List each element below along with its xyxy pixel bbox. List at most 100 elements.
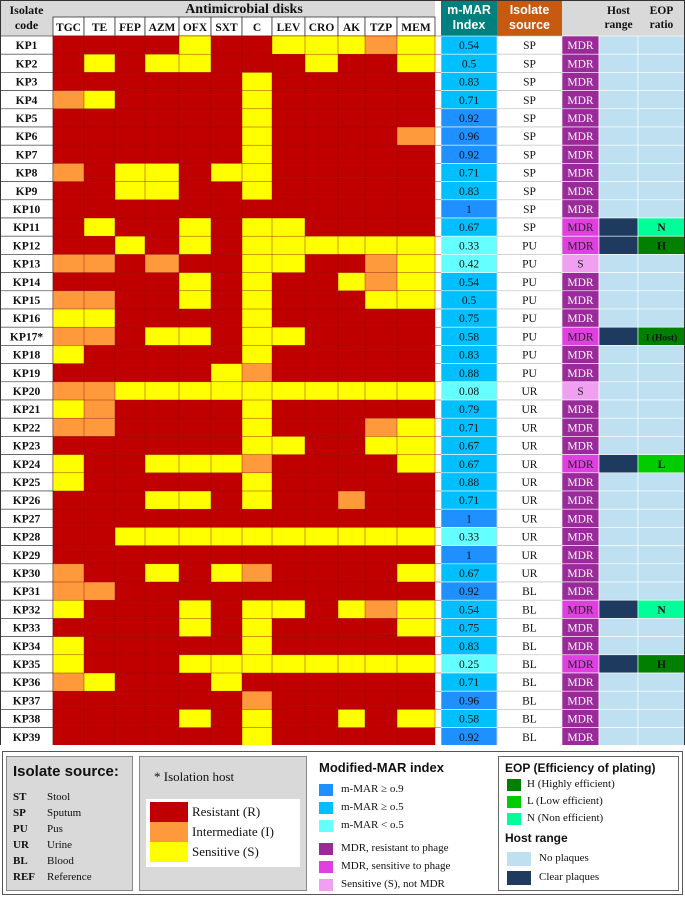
legend-source-pu: PU Pus <box>13 823 63 835</box>
status-value: MDR <box>567 677 594 689</box>
mmar-value: 0.92 <box>459 149 479 161</box>
resistance-cell <box>397 727 435 745</box>
isolate-code: KP16 <box>13 313 41 325</box>
isolate-code: KP27 <box>13 513 41 525</box>
resistance-cell <box>365 345 397 364</box>
resistance-cell <box>242 54 272 73</box>
mmar-value: 0.08 <box>459 386 479 398</box>
resistance-cell <box>211 454 242 473</box>
resistance-cell <box>115 345 145 364</box>
legend-source-bl: BL Blood <box>13 855 74 867</box>
mmar-value: 0.33 <box>459 532 479 544</box>
resistance-cell <box>53 491 84 510</box>
resistance-cell <box>242 436 272 455</box>
resistance-cell <box>84 36 115 55</box>
isolate-code: KP28 <box>13 532 41 544</box>
resistance-cell <box>242 691 272 710</box>
mmar-value: 0.96 <box>459 131 479 143</box>
header-status-cell <box>562 0 599 36</box>
status-value: MDR <box>567 113 594 125</box>
header-isolate-source-label: Isolate <box>510 3 550 17</box>
resistance-cell <box>179 290 211 309</box>
resistance-cell <box>397 509 435 528</box>
resistance-cell <box>365 181 397 200</box>
resistance-cell <box>242 381 272 400</box>
resistance-cell <box>242 709 272 728</box>
source-value: UR <box>522 532 538 544</box>
resistance-cell <box>145 582 179 601</box>
resistance-cell <box>242 236 272 255</box>
resistance-cell <box>272 108 305 127</box>
resistance-cell <box>145 436 179 455</box>
legend-clear-plaques-label: Clear plaques <box>539 871 600 883</box>
source-value: UR <box>522 422 538 434</box>
legend-source-abbr: SP <box>13 807 26 819</box>
resistance-cell <box>272 727 305 745</box>
eop-cell <box>637 690 685 710</box>
resistance-cell <box>179 709 211 728</box>
legend-mmar-lo-swatch <box>319 820 333 832</box>
resistance-cell <box>305 509 338 528</box>
resistance-cell <box>145 327 179 346</box>
resistance-cell <box>211 254 242 273</box>
isolate-code: KP6 <box>16 131 38 143</box>
resistance-cell <box>84 527 115 546</box>
resistance-cell <box>338 545 365 564</box>
resistance-cell <box>397 400 435 419</box>
isolate-code: KP5 <box>16 113 38 125</box>
resistance-cell <box>145 290 179 309</box>
resistance-cell <box>338 254 365 273</box>
isolate-code: KP14 <box>13 277 41 289</box>
resistance-cell <box>145 491 179 510</box>
resistance-cell <box>338 199 365 218</box>
host-range-cell <box>598 199 639 219</box>
legend-source-name: Blood <box>47 855 74 867</box>
resistance-cell <box>338 72 365 91</box>
resistance-cell <box>145 54 179 73</box>
status-value: MDR <box>567 568 594 580</box>
resistance-cell <box>305 218 338 237</box>
eop-cell <box>637 181 685 201</box>
resistance-cell <box>211 54 242 73</box>
status-value: MDR <box>567 77 594 89</box>
resistance-cell <box>115 491 145 510</box>
status-value: MDR <box>567 714 594 726</box>
legend-sensitive-label: Sensitive (S) <box>192 844 259 859</box>
resistance-cell <box>305 582 338 601</box>
resistance-cell <box>305 727 338 745</box>
status-value: MDR <box>567 131 594 143</box>
mmar-value: 0.67 <box>459 459 479 471</box>
eop-cell <box>637 527 685 546</box>
resistance-cell <box>338 563 365 582</box>
resistance-cell <box>115 236 145 255</box>
resistance-cell <box>179 90 211 109</box>
resistance-cell <box>145 199 179 218</box>
resistance-cell <box>53 600 84 619</box>
resistance-cell <box>305 90 338 109</box>
resistance-cell <box>272 236 305 255</box>
resistance-cell <box>242 181 272 200</box>
resistance-cell <box>242 582 272 601</box>
resistance-cell <box>53 673 84 692</box>
resistance-cell <box>179 545 211 564</box>
resistance-cell <box>53 563 84 582</box>
resistance-cell <box>145 218 179 237</box>
host-range-cell <box>598 326 639 346</box>
drug-header-mem: MEM <box>401 22 431 34</box>
resistance-cell <box>397 381 435 400</box>
resistance-cell <box>211 181 242 200</box>
legend-sensitive-swatch <box>150 842 188 862</box>
resistance-cell <box>338 381 365 400</box>
status-value: MDR <box>567 550 594 562</box>
resistance-cell <box>115 90 145 109</box>
resistance-cell <box>272 290 305 309</box>
isolate-code: KP23 <box>13 441 41 453</box>
source-value: UR <box>522 386 538 398</box>
resistance-cell <box>115 72 145 91</box>
resistance-cell <box>84 436 115 455</box>
resistance-cell <box>242 90 272 109</box>
header-eop-label: EOP <box>650 5 674 17</box>
resistance-cell <box>338 272 365 291</box>
resistance-cell <box>338 163 365 182</box>
legend-panel: Isolate source: ST Stool SP Sputum PU Pus UR Ur… <box>2 751 683 895</box>
